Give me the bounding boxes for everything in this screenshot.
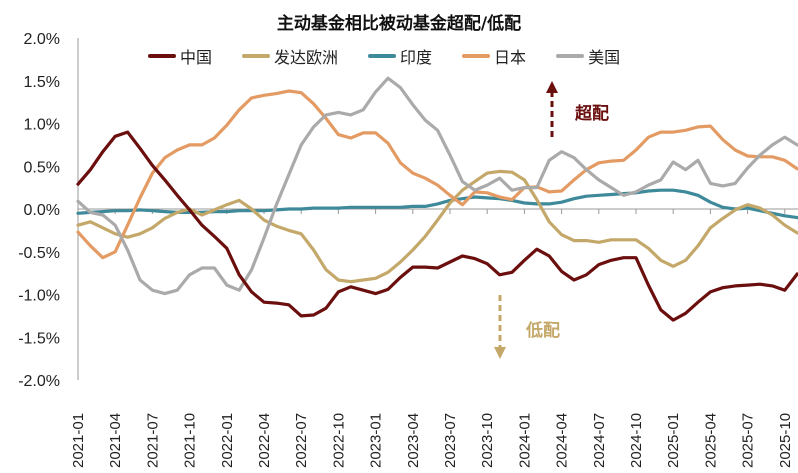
legend-label: 美国 xyxy=(588,48,621,67)
x-tick-label: 2024-10 xyxy=(628,413,645,468)
x-tick-label: 2023-01 xyxy=(368,413,385,468)
legend-swatch xyxy=(368,54,397,58)
x-tick-label: 2025-01 xyxy=(665,413,682,468)
legend-label: 日本 xyxy=(494,48,527,67)
overweight-annotation: 超配 xyxy=(575,104,609,124)
x-tick-label: 2021-07 xyxy=(144,413,161,468)
y-tick-label: -1.5% xyxy=(18,330,60,347)
x-tick-label: 2025-04 xyxy=(702,413,719,468)
legend-label: 中国 xyxy=(180,48,213,67)
x-tick-label: 2021-10 xyxy=(182,413,199,468)
x-tick-label: 2022-01 xyxy=(219,413,236,468)
y-tick-label: 2.0% xyxy=(24,31,60,48)
y-tick-label: 1.0% xyxy=(24,117,60,134)
legend-label: 印度 xyxy=(400,48,433,67)
series-line-日本 xyxy=(76,89,798,260)
y-tick-label: 1.5% xyxy=(24,74,60,91)
x-tick-label: 2024-07 xyxy=(591,413,608,468)
series-line-中国 xyxy=(76,130,798,322)
x-tick-label: 2022-04 xyxy=(256,413,273,468)
legend-swatch xyxy=(242,54,271,58)
legend-label: 发达欧洲 xyxy=(274,48,339,67)
legend-swatch xyxy=(462,54,491,58)
x-tick-label: 2025-07 xyxy=(740,413,757,468)
y-tick-label: 0.5% xyxy=(24,159,60,176)
y-tick-label: -0.5% xyxy=(18,245,60,262)
legend-item-china: 中国 xyxy=(148,44,212,68)
legend-item-us: 美国 xyxy=(556,44,620,68)
x-tick-label: 2024-01 xyxy=(516,413,533,468)
y-tick-label: -1.0% xyxy=(18,288,60,305)
x-tick-label: 2024-04 xyxy=(554,413,571,468)
underweight-annotation: 低配 xyxy=(526,321,560,341)
underweight-arrow-head-icon xyxy=(494,347,506,359)
legend: 中国 发达欧洲 印度 日本 美国 xyxy=(148,44,620,68)
legend-item-india: 印度 xyxy=(368,44,432,68)
x-tick-label: 2022-07 xyxy=(293,413,310,468)
overweight-arrow-head-icon xyxy=(546,81,558,93)
legend-swatch xyxy=(556,54,585,58)
x-tick-label: 2021-04 xyxy=(107,413,124,468)
legend-item-developed-europe: 发达欧洲 xyxy=(242,44,338,68)
y-tick-label: 0.0% xyxy=(24,202,60,219)
series-line-发达欧洲 xyxy=(76,169,798,284)
x-tick-label: 2023-07 xyxy=(442,413,459,468)
x-tick-label: 2025-10 xyxy=(777,413,794,468)
legend-item-japan: 日本 xyxy=(462,44,526,68)
chart-title: 主动基金相比被动基金超配/低配 xyxy=(276,14,522,34)
x-tick-label: 2021-01 xyxy=(70,413,87,468)
x-tick-label: 2022-10 xyxy=(330,413,347,468)
y-tick-label: -2.0% xyxy=(18,373,60,390)
series-line-美国 xyxy=(76,76,798,296)
x-tick-label: 2023-04 xyxy=(405,413,422,468)
x-tick-label: 2023-10 xyxy=(479,413,496,468)
legend-swatch xyxy=(148,54,176,58)
